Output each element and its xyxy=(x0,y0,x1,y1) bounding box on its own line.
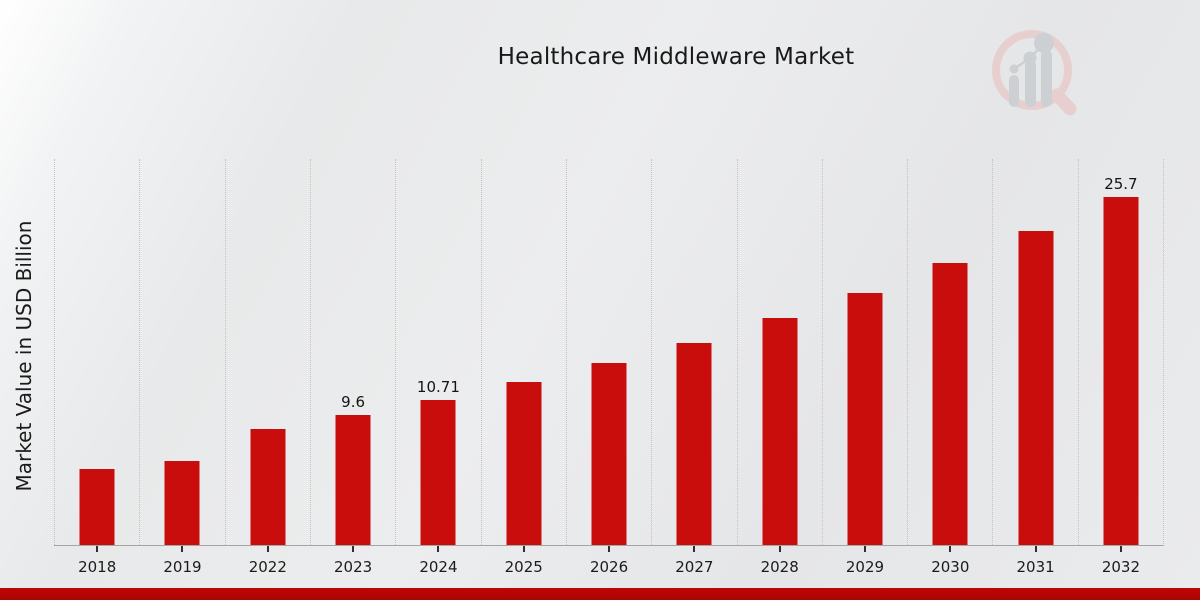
bar-value-label: 10.71 xyxy=(416,378,460,396)
axis-tick xyxy=(352,546,355,552)
axis-tick xyxy=(693,546,696,552)
category-cell: 2031 xyxy=(992,159,1077,576)
x-tick-label: 2018 xyxy=(78,558,117,576)
category-cell: 2030 xyxy=(907,159,992,576)
category-cell: 2028 xyxy=(736,159,822,576)
bar xyxy=(1103,197,1139,545)
bar xyxy=(932,263,968,545)
category-cell: 9.6 2023 xyxy=(309,159,395,576)
market-research-magnifier-logo-icon xyxy=(986,24,1086,116)
bar xyxy=(847,293,883,545)
bar xyxy=(335,415,371,545)
bar xyxy=(79,469,115,545)
category-cell: 2026 xyxy=(565,159,651,576)
plot-area: 2018 2019 2022 9.6 2023 10.71 2024 2025 … xyxy=(54,159,1164,576)
category-cell: 2027 xyxy=(651,159,736,576)
bar xyxy=(676,343,712,545)
bar xyxy=(250,429,286,545)
category-cell: 10.71 2024 xyxy=(395,159,480,576)
x-tick-label: 2019 xyxy=(163,558,202,576)
axis-tick xyxy=(181,546,184,552)
axis-tick xyxy=(608,546,611,552)
axis-tick xyxy=(1034,546,1037,552)
axis-tick xyxy=(863,546,866,552)
x-tick-label: 2022 xyxy=(248,558,287,576)
bar xyxy=(420,400,456,545)
category-cell: 2018 xyxy=(54,159,139,576)
bar xyxy=(762,318,798,545)
x-tick-label: 2027 xyxy=(675,558,714,576)
category-cell: 25.7 2032 xyxy=(1077,159,1163,576)
category-cell: 2019 xyxy=(139,159,224,576)
bar xyxy=(591,363,627,545)
x-tick-label: 2024 xyxy=(419,558,458,576)
bar-value-label: 25.7 xyxy=(1104,175,1138,193)
bottom-accent-bar xyxy=(0,588,1200,600)
category-cell: 2022 xyxy=(224,159,310,576)
axis-tick xyxy=(522,546,525,552)
x-tick-label: 2023 xyxy=(334,558,373,576)
x-tick-label: 2026 xyxy=(589,558,629,576)
x-tick-label: 2031 xyxy=(1016,558,1055,576)
axis-tick xyxy=(949,546,952,552)
bar xyxy=(506,382,542,545)
x-tick-label: 2028 xyxy=(760,558,799,576)
axis-tick xyxy=(96,546,99,552)
x-tick-label: 2029 xyxy=(845,558,885,576)
category-cell: 2025 xyxy=(480,159,566,576)
bar xyxy=(164,461,200,545)
category-cell: 2029 xyxy=(821,159,907,576)
chart-title: Healthcare Middleware Market xyxy=(497,44,855,70)
axis-tick xyxy=(1119,546,1122,552)
bar-value-label: 9.6 xyxy=(341,393,366,411)
y-axis-label: Market Value in USD Billion xyxy=(12,220,36,492)
axis-tick xyxy=(778,546,781,552)
x-tick-label: 2030 xyxy=(931,558,970,576)
x-tick-label: 2025 xyxy=(504,558,543,576)
axis-tick xyxy=(266,546,269,552)
bar xyxy=(1018,231,1054,545)
axis-tick xyxy=(437,546,440,552)
x-tick-label: 2032 xyxy=(1101,558,1140,576)
